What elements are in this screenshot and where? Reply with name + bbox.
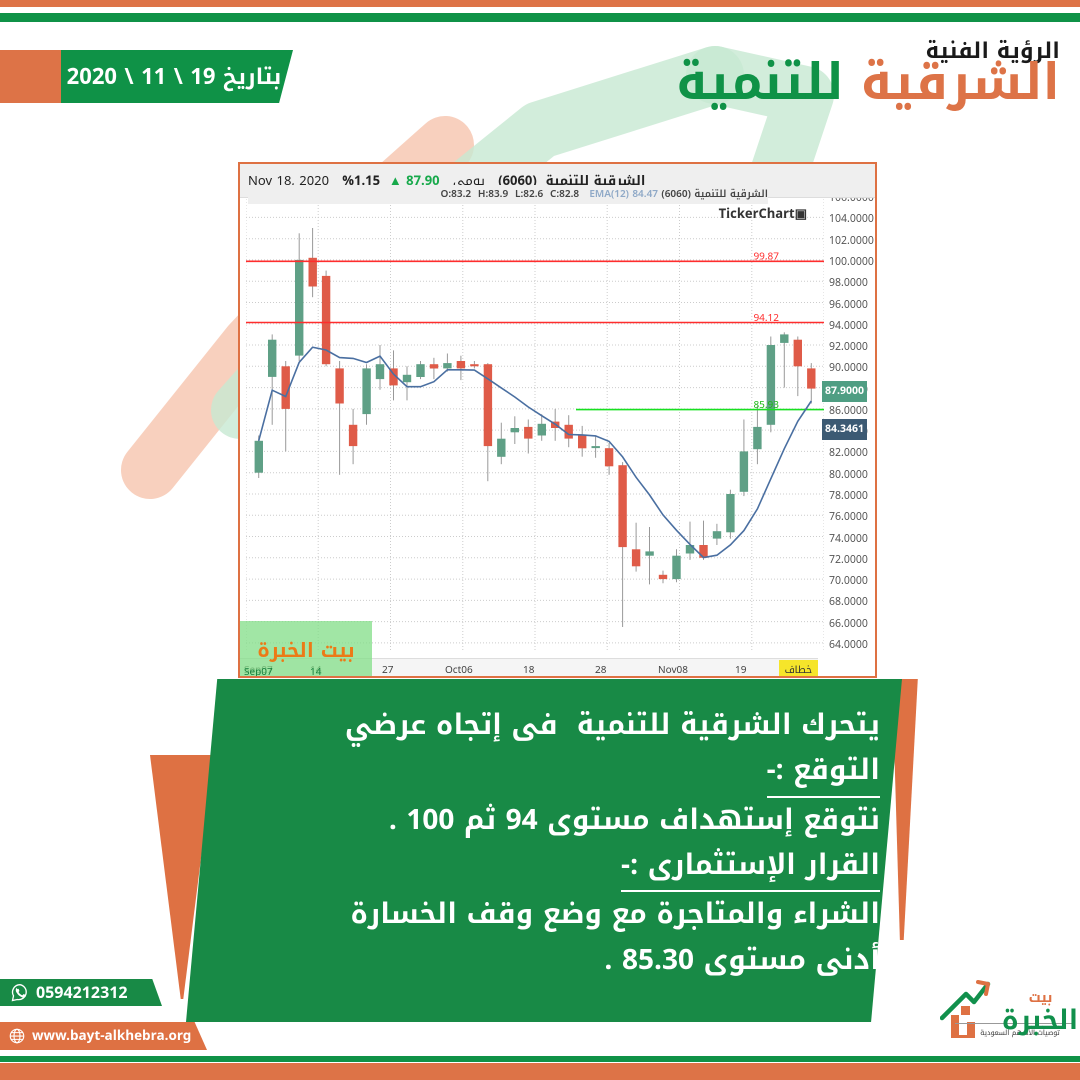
svg-text:99.87: 99.87 (753, 248, 779, 267)
svg-text:85.93: 85.93 (753, 396, 779, 415)
svg-text:94.12: 94.12 (753, 309, 779, 328)
